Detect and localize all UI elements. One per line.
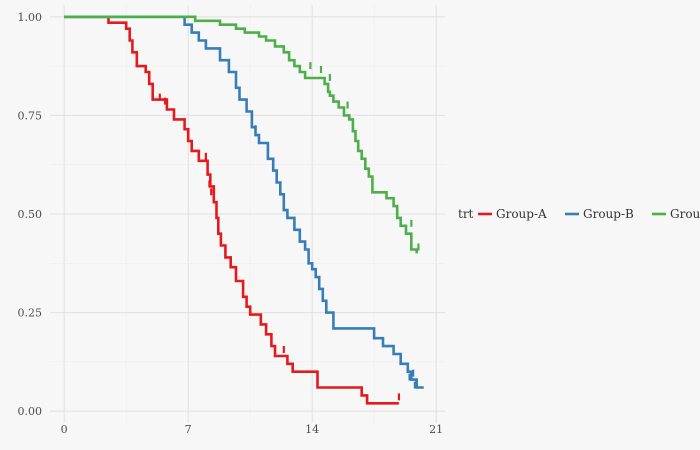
- y-tick-label: 0.25: [18, 307, 43, 320]
- series-group-a: [64, 15, 401, 405]
- survival-curve: [64, 15, 418, 254]
- series-group-c: [64, 15, 420, 254]
- x-tick-label: 0: [61, 423, 68, 436]
- y-tick-label: 0.00: [18, 405, 43, 418]
- legend-label: Group-C: [670, 207, 700, 221]
- x-tick-label: 14: [305, 423, 319, 436]
- x-tick-label: 21: [429, 423, 443, 436]
- survival-curve: [64, 15, 424, 389]
- x-tick-label: 7: [185, 423, 192, 436]
- y-tick-label: 0.75: [18, 109, 43, 122]
- series-layer: [64, 15, 424, 405]
- legend: trt Group-A Group-B Group-C: [458, 207, 700, 221]
- legend-label: Group-B: [583, 207, 634, 221]
- legend-item: Group-A: [478, 207, 547, 221]
- axis-ticks: 0 7 14 21 0.00 0.25 0.50 0.75 1.00: [18, 11, 444, 436]
- y-tick-label: 0.50: [18, 208, 43, 221]
- legend-item: Group-B: [565, 207, 634, 221]
- series-group-b: [64, 15, 424, 389]
- y-tick-label: 1.00: [18, 11, 43, 24]
- legend-item: Group-C: [652, 207, 700, 221]
- survival-curve: [64, 15, 399, 405]
- legend-title: trt: [458, 207, 474, 221]
- legend-label: Group-A: [496, 207, 547, 221]
